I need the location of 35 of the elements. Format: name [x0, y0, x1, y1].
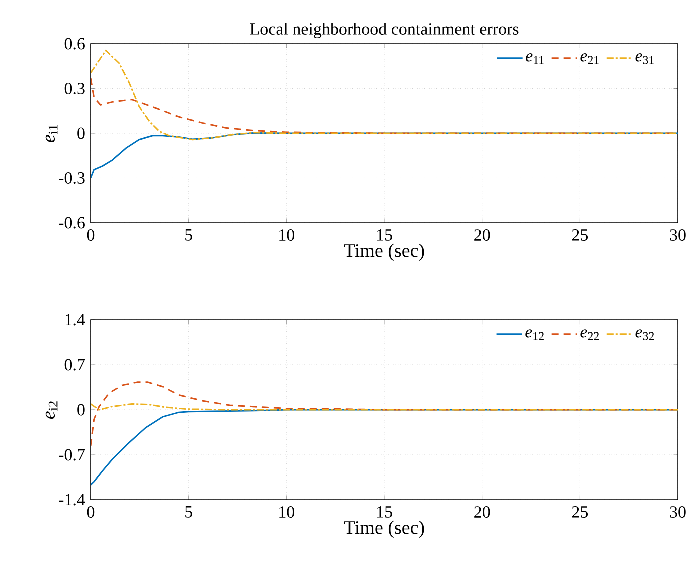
x-tick-label: 30 — [670, 230, 686, 242]
x-tick-label: 10 — [280, 230, 295, 242]
x-tick-label: 15 — [377, 506, 392, 518]
y-tick-label: -0.7 — [59, 449, 85, 461]
y-tick-label: -0.3 — [59, 172, 85, 184]
x-tick-label: 25 — [572, 506, 588, 518]
y-axis-title: e$_{i2}$ — [46, 402, 58, 420]
y-tick-label: 0.3 — [64, 82, 85, 95]
legend-label: e$_{22}$ — [580, 330, 599, 340]
chart-title: Local neighborhood containment errors — [250, 22, 519, 38]
x-tick-label: 0 — [87, 506, 95, 518]
x-tick-label: 30 — [670, 506, 686, 518]
x-tick-label: 20 — [474, 230, 490, 242]
x-tick-label: 25 — [572, 230, 588, 241]
y-tick-label: 0.7 — [64, 359, 85, 371]
legend-label: e$_{12}$ — [526, 330, 544, 340]
x-axis-title: Time (sec) — [344, 244, 424, 262]
y-tick-label: -0.6 — [59, 217, 85, 229]
x-axis-title: Time (sec) — [344, 520, 424, 538]
x-tick-label: 15 — [377, 230, 392, 241]
x-tick-label: 5 — [186, 230, 192, 241]
y-tick-label: 0 — [78, 128, 85, 140]
y-tick-label: 0 — [78, 404, 85, 416]
legend-label: e$_{11}$ — [526, 54, 544, 64]
x-tick-label: 10 — [280, 506, 295, 518]
y-axis-title: e$_{i1}$ — [46, 125, 58, 143]
y-tick-label: 1.4 — [66, 314, 86, 326]
x-tick-label: 20 — [474, 506, 490, 518]
y-tick-label: -1.4 — [59, 494, 86, 506]
x-tick-label: 5 — [186, 506, 192, 518]
y-tick-label: 0.6 — [64, 38, 85, 50]
legend-label: e$_{21}$ — [580, 54, 599, 64]
legend-label: e$_{31}$ — [636, 54, 654, 64]
legend-label: e$_{32}$ — [636, 330, 654, 340]
x-tick-label: 0 — [87, 230, 95, 242]
